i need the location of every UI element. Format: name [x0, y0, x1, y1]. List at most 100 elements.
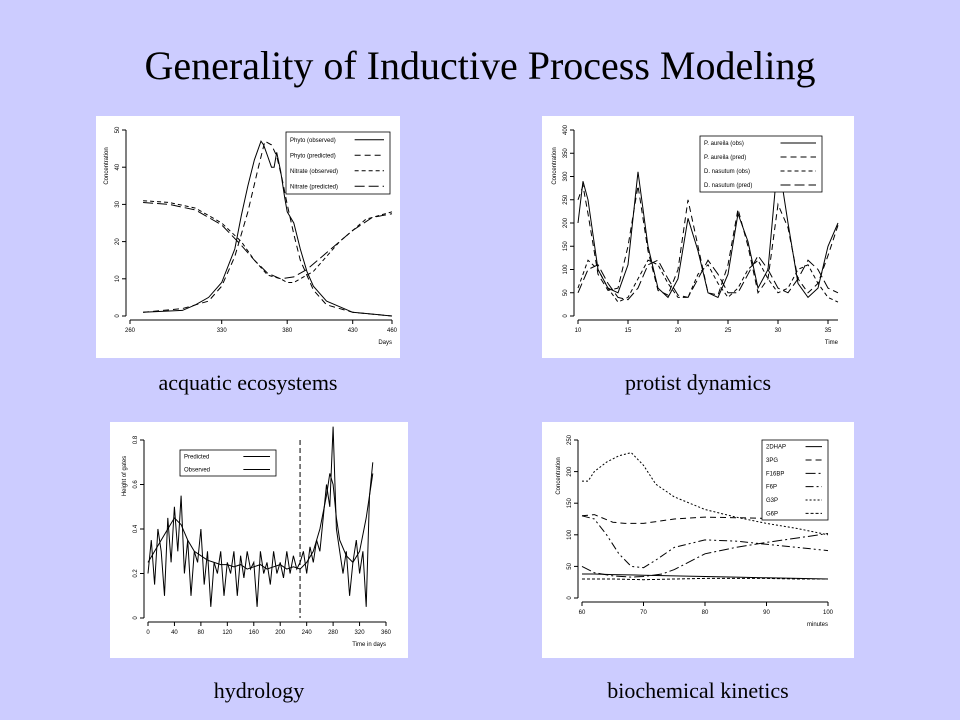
x-tick-label: 80: [702, 610, 709, 616]
x-tick-label: 25: [725, 328, 732, 334]
x-tick-label: 360: [381, 630, 392, 636]
y-tick-label: 0.2: [133, 569, 139, 578]
x-tick-label: 120: [222, 630, 233, 636]
series-line-1: [577, 157, 839, 299]
y-axis-label: Concentration: [104, 147, 110, 184]
x-axis-label: Time: [825, 340, 839, 346]
x-tick-label: 35: [825, 328, 832, 334]
legend-label: 2DHAP: [766, 445, 786, 451]
legend-label: D. nasutum (pred): [704, 183, 752, 189]
chart-panel-aquatic: 260 330 380 430 460 0 10 20 30 40 50 Days Concentrat…: [96, 116, 400, 358]
x-tick-label: 240: [302, 630, 313, 636]
x-axis-label: minutes: [807, 622, 828, 628]
y-axis-label: Concentration: [552, 147, 558, 184]
x-tick-label: 430: [348, 328, 359, 334]
y-tick-label: 400: [563, 124, 569, 135]
y-tick-label: 0.4: [133, 524, 139, 533]
chart-hydrology: 0 40 80 120 160 200 240 280 320 360 0 0.2 0.4 0.6 0.8 T…: [122, 426, 392, 648]
slide-title: Generality of Inductive Process Modeling: [144, 43, 816, 88]
x-tick-label: 260: [125, 328, 136, 334]
x-tick-label: 70: [640, 610, 647, 616]
series-line-6: [582, 577, 828, 581]
legend-label: 3PG: [766, 458, 778, 464]
y-tick-label: 300: [563, 171, 569, 182]
caption-aquatic: acquatic ecosystems: [158, 370, 338, 395]
x-tick-label: 380: [282, 328, 293, 334]
legend-label: P. aureila (obs): [704, 141, 744, 147]
x-tick-label: 10: [575, 328, 582, 334]
x-tick-label: 200: [275, 630, 286, 636]
series-line-3: [577, 259, 839, 303]
x-tick-label: 80: [198, 630, 205, 636]
y-tick-label: 40: [115, 163, 121, 170]
y-tick-label: 100: [563, 264, 569, 275]
y-tick-label: 50: [563, 289, 569, 296]
caption-hydrology: hydrology: [213, 678, 305, 703]
x-tick-label: 280: [328, 630, 339, 636]
y-axis-label: Height of gates: [122, 456, 128, 496]
caption-biochemical: biochemical kinetics: [607, 678, 789, 703]
series-line-2: [147, 426, 374, 607]
legend: [285, 131, 391, 195]
chart-panel-protist: 10 15 20 25 30 35 0 50 100 150 200 250 300 350 400 Time…: [542, 116, 854, 358]
legend: [699, 135, 823, 193]
y-tick-label: 0: [115, 314, 121, 318]
legend-label: Phyto (predicted): [290, 153, 336, 159]
chart-biochemical: 60 70 80 90 100 0 50 100 150 200 250 minutes Concent…: [556, 434, 834, 628]
y-tick-label: 50: [567, 562, 573, 569]
legend-label: Phyto (observed): [290, 138, 336, 144]
y-tick-label: 200: [567, 466, 573, 477]
y-axis-label: Concentration: [556, 457, 562, 494]
x-axis-label: Time in days: [352, 642, 386, 648]
x-axis-label: Days: [378, 340, 392, 346]
x-tick-label: 460: [387, 328, 398, 334]
chart-protist: 10 15 20 25 30 35050100150200250300350400Time…: [552, 124, 839, 346]
legend-label: P. aureila (pred): [704, 155, 746, 161]
x-tick-label: 100: [823, 610, 834, 616]
y-tick-label: 50: [115, 126, 121, 133]
series-line-1: [143, 140, 393, 317]
y-tick-label: 0.6: [133, 480, 139, 489]
legend: [761, 439, 829, 521]
y-tick-label: 100: [567, 529, 573, 540]
legend-label: Nitrate (observed): [290, 169, 338, 175]
legend-label: F6P: [766, 485, 777, 491]
y-tick-label: 250: [563, 194, 569, 205]
legend-label: Observed: [184, 468, 210, 474]
series-line-4: [577, 254, 839, 301]
legend-label: D. nasutum (obs): [704, 169, 750, 175]
x-tick-label: 60: [579, 610, 586, 616]
legend-label: G3P: [766, 498, 778, 504]
y-tick-label: 200: [563, 217, 569, 228]
legend: [179, 449, 277, 477]
x-tick-label: 20: [675, 328, 682, 334]
series-line-5: [582, 452, 829, 536]
series-line-4: [143, 202, 393, 280]
x-tick-label: 90: [763, 610, 770, 616]
y-tick-label: 0: [567, 596, 573, 600]
y-tick-label: 150: [563, 241, 569, 252]
y-tick-label: 150: [567, 498, 573, 509]
x-tick-label: 330: [217, 328, 228, 334]
x-tick-label: 160: [249, 630, 260, 636]
series-line-2: [577, 183, 839, 296]
series-line-2: [581, 514, 828, 524]
series-line-2: [143, 140, 393, 317]
legend-label: Predicted: [184, 455, 209, 461]
chart-aquatic: 260 330 380 430 460 0 10 20 30 40 50 Days Concentrat…: [104, 126, 398, 346]
y-tick-label: 10: [115, 275, 121, 282]
caption-protist: protist dynamics: [624, 370, 772, 395]
y-tick-label: 20: [115, 238, 121, 245]
legend-label: G6P: [766, 511, 778, 517]
chart-panel-biochemical: 60 70 80 90 100 0 50 100 150 200 250 minutes Concent…: [542, 422, 854, 658]
y-tick-label: 0: [133, 616, 139, 620]
x-tick-label: 0: [146, 630, 150, 636]
chart-panel-hydrology: 0 40 80 120 160 200 240 280 320 360 0 0.2 0.4 0.6 0.8 T…: [110, 422, 408, 658]
x-tick-label: 320: [355, 630, 366, 636]
y-tick-label: 0: [563, 314, 569, 318]
y-tick-label: 30: [115, 200, 121, 207]
series-line-3: [143, 200, 393, 283]
x-tick-label: 15: [625, 328, 632, 334]
legend-label: Nitrate (predicted): [290, 184, 338, 190]
y-tick-label: 0.8: [133, 435, 139, 444]
